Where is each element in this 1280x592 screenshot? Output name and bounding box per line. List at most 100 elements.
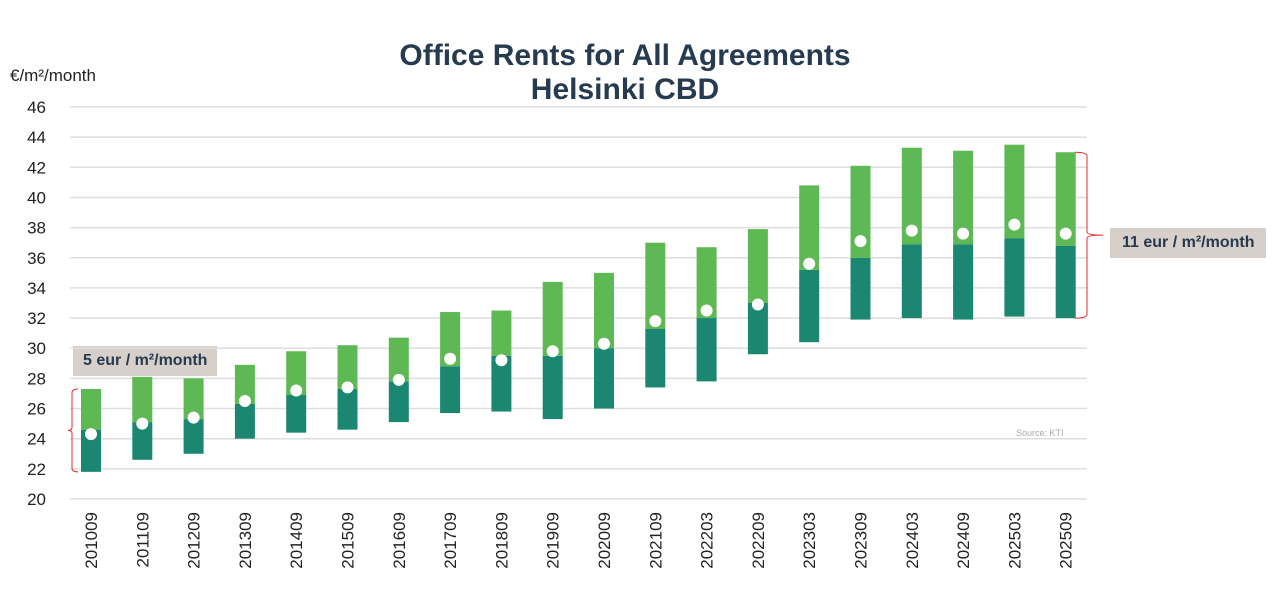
x-tick-label: 202009 (595, 512, 614, 569)
x-tick-label: 202509 (1057, 512, 1076, 569)
bar-lower-segment (234, 404, 255, 439)
bar-lower-segment (132, 422, 153, 460)
bar-upper-segment (234, 364, 255, 405)
bar-upper-segment (183, 378, 204, 420)
bar-lower-segment (850, 257, 871, 320)
x-tick-label: 202109 (646, 512, 665, 569)
y-tick-label: 28 (27, 369, 46, 388)
right-range-annotation: 11 eur / m²/month (1110, 228, 1267, 258)
x-tick-label: 201909 (544, 512, 563, 569)
average-marker (854, 235, 867, 248)
average-marker (238, 395, 251, 407)
bar-lower-segment (440, 366, 461, 414)
x-tick-label: 202309 (852, 512, 871, 569)
bar-upper-segment (388, 337, 409, 382)
y-tick-label: 22 (27, 460, 46, 479)
bar-upper-segment (491, 310, 512, 356)
y-tick-label: 40 (27, 188, 46, 207)
bar-upper-segment (1055, 152, 1076, 246)
bar-upper-segment (132, 376, 153, 423)
bar-lower-segment (645, 328, 666, 388)
y-tick-label: 42 (27, 158, 46, 177)
bar-upper-segment (850, 165, 871, 258)
left-range-annotation: 5 eur / m²/month (73, 346, 218, 376)
average-marker (598, 337, 610, 350)
x-tick-label: 201009 (82, 512, 101, 569)
bar-lower-segment (81, 429, 101, 472)
bar-upper-segment (953, 150, 974, 245)
average-marker (546, 345, 559, 358)
bar-upper-segment (594, 272, 614, 349)
x-tick-label: 202203 (698, 512, 717, 569)
y-tick-label: 20 (27, 490, 46, 509)
bar-lower-segment (747, 303, 768, 355)
bar-upper-segment (1004, 144, 1025, 239)
chart-title: Office Rents for All Agreements (399, 39, 851, 72)
average-marker (1008, 218, 1021, 231)
y-tick-label: 30 (27, 339, 46, 358)
bar-lower-segment (388, 381, 409, 423)
average-marker (85, 428, 97, 441)
bar-upper-segment (440, 312, 461, 367)
x-tick-label: 202303 (800, 512, 819, 569)
average-marker (495, 354, 508, 367)
x-tick-label: 201609 (390, 512, 409, 569)
bar-lower-segment (799, 269, 820, 343)
y-tick-label: 32 (27, 309, 46, 328)
bar-lower-segment (901, 244, 922, 319)
x-tick-label: 201309 (236, 512, 255, 569)
average-marker (187, 411, 200, 424)
bar-lower-segment (696, 318, 717, 382)
y-tick-label: 38 (27, 219, 46, 238)
x-tick-label: 201409 (287, 512, 306, 569)
bar-lower-segment (183, 419, 204, 454)
average-marker (341, 381, 354, 394)
y-tick-label: 26 (27, 400, 46, 419)
bar-lower-segment (594, 348, 614, 409)
average-marker (751, 298, 764, 311)
bar-upper-segment (747, 229, 768, 303)
bar-upper-segment (286, 351, 307, 395)
bar-lower-segment (491, 355, 512, 412)
bar-upper-segment (799, 185, 820, 270)
average-marker (392, 373, 405, 386)
bar-upper-segment (542, 281, 563, 356)
y-tick-label: 34 (27, 279, 46, 298)
x-tick-label: 201109 (133, 512, 152, 567)
bar-lower-segment (953, 244, 974, 320)
average-marker (649, 315, 662, 328)
x-tick-label: 201209 (185, 512, 204, 569)
average-marker (700, 304, 713, 317)
x-tick-label: 202209 (749, 512, 768, 569)
y-tick-label: 24 (27, 430, 46, 449)
bar-upper-segment (337, 345, 358, 389)
bar-upper-segment (901, 147, 922, 245)
x-tick-label: 202403 (903, 512, 922, 569)
range-bracket-right (1074, 151, 1104, 319)
average-marker (1059, 227, 1072, 240)
y-tick-label: 36 (27, 249, 46, 268)
average-marker (803, 257, 816, 270)
x-tick-label: 202503 (1005, 512, 1024, 569)
bar-upper-segment (81, 388, 101, 430)
y-tick-label: 46 (27, 98, 46, 117)
y-tick-label: 44 (27, 128, 46, 147)
source-note: Source: KTI (1016, 428, 1064, 438)
bar-upper-segment (696, 247, 717, 319)
bar-lower-segment (1055, 245, 1076, 319)
average-marker (957, 227, 970, 240)
bar-upper-segment (645, 242, 666, 329)
average-marker (444, 352, 457, 365)
average-marker (136, 417, 149, 430)
bar-lower-segment (286, 394, 307, 433)
x-tick-label: 201709 (441, 512, 460, 569)
x-tick-label: 201509 (339, 512, 358, 569)
bar-lower-segment (337, 388, 358, 430)
bar-lower-segment (1004, 238, 1025, 317)
bar-lower-segment (542, 355, 563, 420)
average-marker (905, 224, 918, 237)
x-tick-label: 201809 (492, 512, 511, 569)
chart-subtitle: Helsinki CBD (530, 73, 720, 106)
range-bracket-left (67, 388, 79, 473)
